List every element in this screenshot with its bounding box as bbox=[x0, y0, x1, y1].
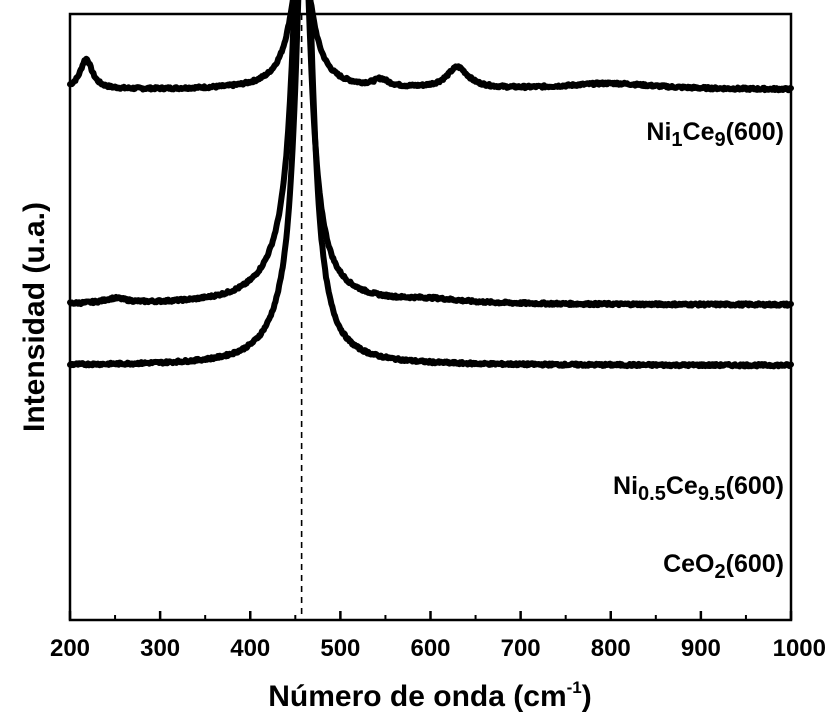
x-axis-title-close: ) bbox=[582, 680, 592, 713]
series-label-2: Ni0.5Ce9.5(600) bbox=[613, 472, 784, 505]
series-label-part: (600) bbox=[726, 472, 784, 500]
x-tick-label: 1000 bbox=[773, 635, 826, 662]
series-label-part: Ce bbox=[666, 472, 698, 500]
x-axis-title-main: Número de onda (cm bbox=[268, 680, 566, 713]
x-tick-label: 200 bbox=[50, 635, 90, 662]
x-axis-title-sup: -1 bbox=[567, 678, 582, 697]
x-tick-label: 700 bbox=[501, 635, 541, 662]
series-label-part: 1 bbox=[671, 129, 682, 151]
x-tick-label: 300 bbox=[140, 635, 180, 662]
series-label-part: CeO bbox=[663, 550, 714, 578]
x-tick-label: 800 bbox=[591, 635, 631, 662]
series-line-3 bbox=[67, 0, 794, 370]
series-label-3: CeO2(600) bbox=[663, 550, 784, 583]
x-tick-label: 400 bbox=[230, 635, 270, 662]
x-tick-label: 500 bbox=[320, 635, 360, 662]
x-tick-label: 600 bbox=[410, 635, 450, 662]
series-label-part: (600) bbox=[726, 118, 784, 146]
series-label-part: Ce bbox=[683, 118, 715, 146]
series-label-part: 9.5 bbox=[698, 483, 726, 505]
series-label-part: Ni bbox=[646, 118, 671, 146]
series-label-part: Ni bbox=[613, 472, 638, 500]
y-axis-title: Intensidad (u.a.) bbox=[18, 202, 51, 432]
series-line-1 bbox=[67, 0, 794, 94]
series-label-part: 2 bbox=[715, 561, 726, 583]
series-label-part: 0.5 bbox=[638, 483, 666, 505]
x-axis-title: Número de onda (cm-1) bbox=[268, 678, 592, 713]
series-label-part: 9 bbox=[715, 129, 726, 151]
series-line-2 bbox=[67, 0, 794, 309]
series-label-part: (600) bbox=[726, 550, 784, 578]
plot-frame bbox=[68, 12, 793, 622]
x-tick-label: 900 bbox=[681, 635, 721, 662]
series-label-1: Ni1Ce9(600) bbox=[646, 118, 784, 151]
